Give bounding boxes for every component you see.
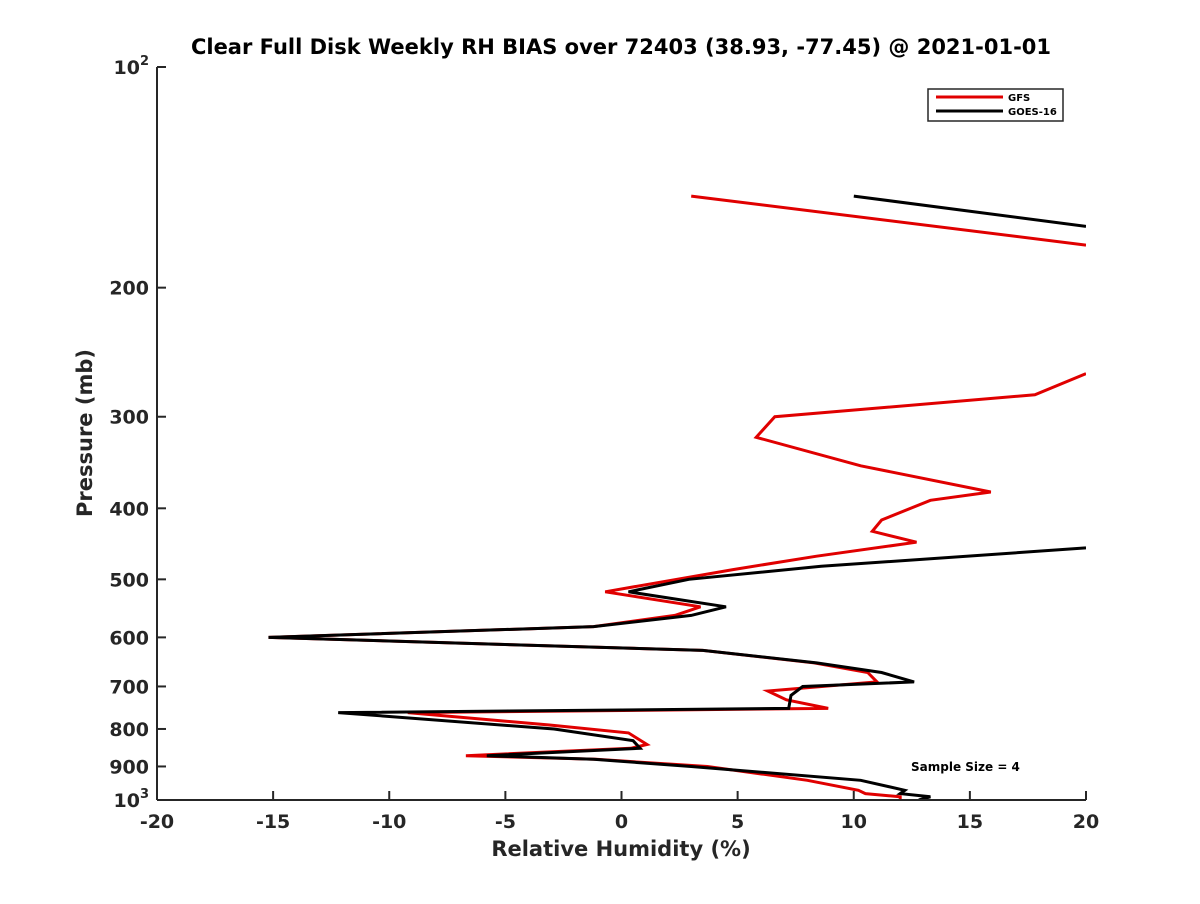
y-tick-label: 200 [109, 278, 149, 300]
chart-title: Clear Full Disk Weekly RH BIAS over 7240… [191, 35, 1051, 59]
x-tick-label: 10 [841, 811, 867, 833]
x-tick-label: 15 [957, 811, 983, 833]
y-axis-title: Pressure (mb) [73, 349, 97, 517]
legend-box [927, 88, 1064, 122]
y-tick-label: 500 [109, 569, 149, 591]
series-line-goes-16-2 [268, 546, 1086, 800]
x-tick-label: 5 [731, 811, 744, 833]
y-tick-label: 900 [109, 756, 149, 778]
y-tick-label: 700 [109, 676, 149, 698]
legend: GFS GOES-16 [927, 88, 1064, 122]
legend-label-gfs: GFS [1008, 93, 1030, 104]
x-tick-label: 0 [615, 811, 628, 833]
sample-size-annotation: Sample Size = 4 [911, 760, 1020, 774]
x-tick-label: -10 [372, 811, 406, 833]
series-line-gfs-1 [691, 194, 1086, 247]
y-tick-label: 300 [109, 407, 149, 429]
x-tick-label: -5 [495, 811, 516, 833]
axes: -20 -15 -10 -5 0 5 10 15 20 102 200 300 400 500 600 700… [109, 54, 1099, 833]
x-tick-label: -20 [140, 811, 174, 833]
x-tick-label: -15 [256, 811, 290, 833]
y-tick-label: 800 [109, 719, 149, 741]
legend-label-goes-16: GOES-16 [1008, 107, 1057, 118]
y-tick-label: 600 [109, 627, 149, 649]
y-tick-label: 102 [114, 54, 150, 79]
x-tick-label: 20 [1073, 811, 1099, 833]
y-tick-label: 103 [114, 787, 150, 812]
plot-area [268, 194, 1086, 800]
series-line-goes-16-1 [853, 194, 1086, 228]
y-tick-label: 400 [109, 498, 149, 520]
x-axis-title: Relative Humidity (%) [491, 837, 750, 861]
